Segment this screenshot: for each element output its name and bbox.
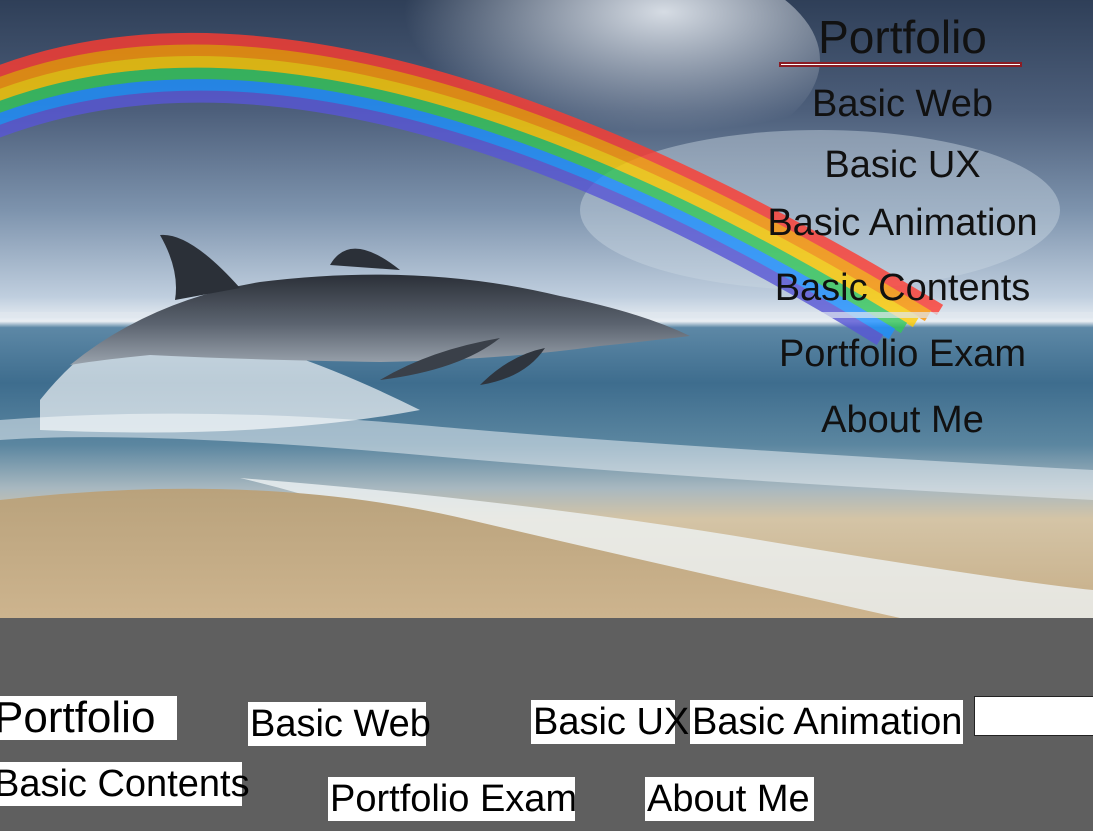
- nav-item-about-me[interactable]: About Me: [821, 399, 984, 441]
- footer-item-basic-web[interactable]: Basic Web: [248, 702, 431, 746]
- footer-item-portfolio-exam[interactable]: Portfolio Exam: [328, 777, 578, 821]
- dolphin-rainbow-scene: [0, 0, 1093, 618]
- cloud-band: [580, 130, 1060, 290]
- footer-item-basic-contents[interactable]: Basic Contents: [0, 762, 250, 806]
- nav-item-basic-contents[interactable]: Basic Contents: [774, 267, 1031, 309]
- hero-background-image: Portfolio Basic Web Basic UX Basic Anima…: [0, 0, 1093, 618]
- nav-item-portfolio-exam[interactable]: Portfolio Exam: [778, 333, 1027, 375]
- wave-foam: [0, 413, 1093, 500]
- nav-item-basic-web[interactable]: Basic Web: [812, 83, 993, 125]
- dolphin: [70, 234, 690, 385]
- rainbow: [0, 32, 944, 346]
- sand: [0, 488, 900, 618]
- nav-item-basic-animation[interactable]: Basic Animation: [767, 202, 1038, 244]
- footer-empty-box: [974, 696, 1093, 736]
- nav-item-basic-ux[interactable]: Basic UX: [824, 144, 981, 186]
- footer-title-portfolio[interactable]: Portfolio: [0, 696, 177, 740]
- footer-item-basic-animation[interactable]: Basic Animation: [690, 700, 963, 744]
- nav-title-underline: [779, 62, 1022, 67]
- footer-item-about-me[interactable]: About Me: [645, 777, 814, 821]
- nav-title-portfolio[interactable]: Portfolio: [818, 11, 987, 63]
- footer-navigation: Portfolio Basic Web Basic UX Basic Anima…: [0, 618, 1093, 831]
- footer-item-basic-ux[interactable]: Basic UX: [531, 700, 690, 744]
- shore-foam: [240, 478, 1093, 618]
